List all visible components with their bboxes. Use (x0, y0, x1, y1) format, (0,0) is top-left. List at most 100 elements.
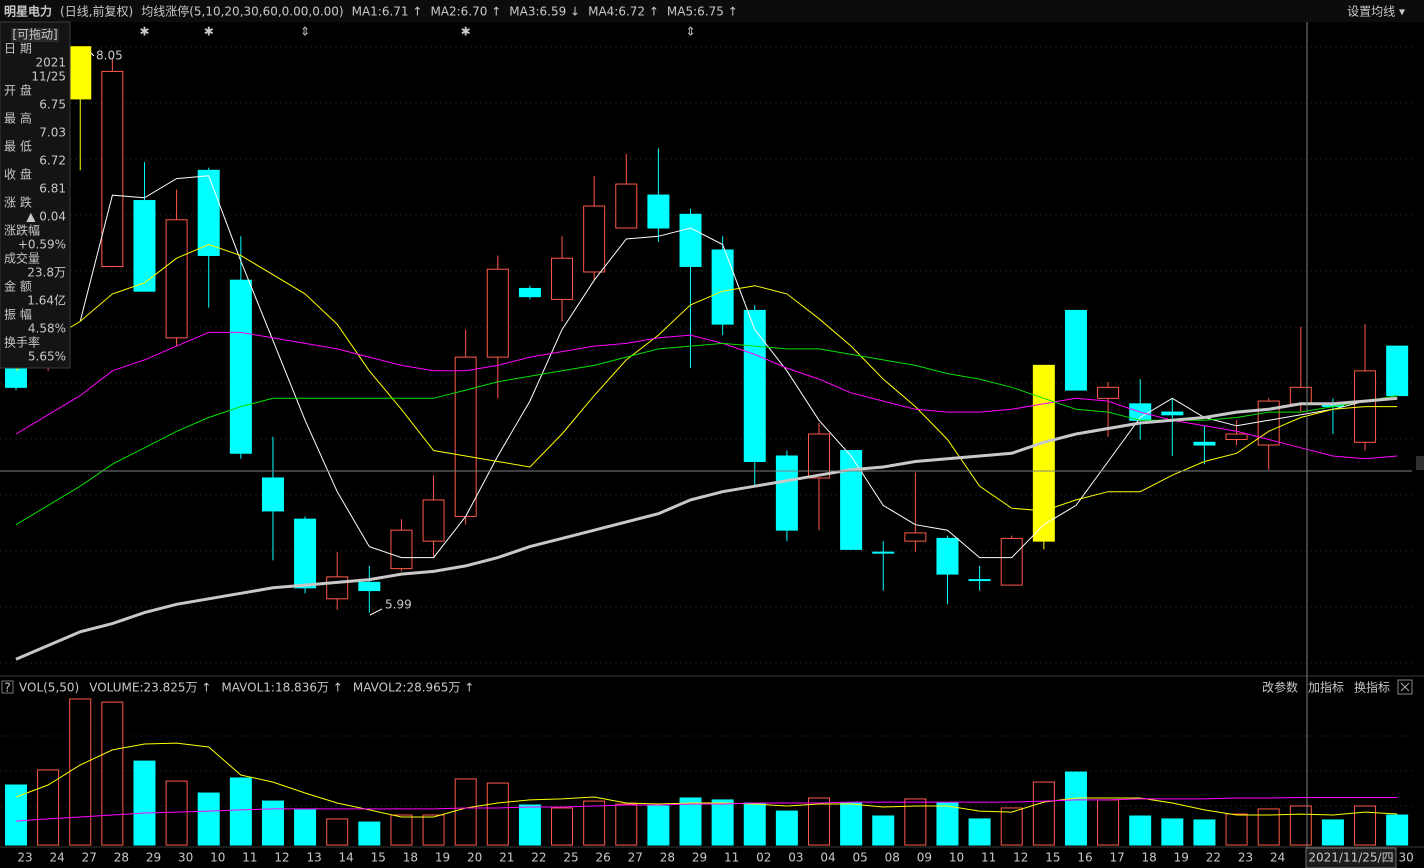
volume-bar (1193, 819, 1216, 846)
x-tick-label: 11 (981, 851, 996, 865)
toolbar-button[interactable]: 换指标 (1354, 680, 1390, 695)
x-tick-label: 10 (949, 851, 964, 865)
close-icon[interactable] (1400, 682, 1410, 692)
info-value: 6.72 (39, 154, 66, 168)
candle-body (486, 268, 509, 358)
x-tick-label: 28 (114, 851, 129, 865)
volume-bar (583, 800, 606, 846)
ma-line (15, 797, 1398, 822)
crosshair-date-box (1305, 847, 1397, 868)
candle-body (358, 581, 381, 592)
candle-body (647, 194, 670, 229)
volume-bar (808, 797, 830, 846)
x-tick-label: 13 (306, 851, 321, 865)
x-tick-label: 16 (1077, 851, 1092, 865)
x-tick-label: 12 (1013, 851, 1028, 865)
toolbar-button[interactable]: 加指标 (1308, 680, 1344, 695)
x-tick-label: 24 (1270, 851, 1285, 865)
volume-bar (1097, 799, 1120, 846)
volume-bar (1289, 805, 1312, 846)
header-bar (0, 0, 1424, 22)
legend-entry: MAVOL2:28.965万 ↑ (353, 681, 474, 695)
volume-bar (872, 815, 895, 846)
x-tick-label: 03 (788, 851, 803, 865)
candle-body (872, 551, 895, 554)
ma-line (15, 396, 1398, 661)
info-value: 23.8万 (27, 266, 66, 280)
candle-body (904, 532, 927, 542)
volume-bar (69, 698, 92, 846)
x-tick-label: 19 (1174, 851, 1189, 865)
stock-name: 明星电力 (4, 4, 52, 19)
high-pointer (89, 51, 95, 57)
x-tick-label: 18 (403, 851, 418, 865)
info-label: 日 期 (4, 42, 32, 56)
volume-bar (1225, 813, 1248, 846)
event-mark: ✱ (461, 25, 471, 39)
volume-bar (1000, 807, 1023, 846)
info-label: 成交量 (4, 251, 40, 266)
legend-entry: MA5:6.75 ↑ (667, 5, 738, 19)
candle-body (775, 455, 798, 531)
x-tick-label: 23 (1238, 851, 1253, 865)
high-label: 8.05 (96, 49, 123, 63)
volume-title: VOL(5,50) (19, 681, 79, 695)
info-value: ▲ 0.04 (26, 210, 66, 224)
drag-label: [可拖动] (12, 28, 57, 42)
candle-body (1161, 411, 1184, 416)
legend-entry: MA2:6.70 ↑ (430, 5, 501, 19)
ma-setting: 均线涨停(5,10,20,30,60,0.00,0.00) (141, 4, 343, 19)
x-tick-label: 21 (499, 851, 514, 865)
close-box[interactable] (1397, 679, 1413, 695)
x-tick-label: 18 (1142, 851, 1157, 865)
volume-bar (1032, 781, 1055, 846)
info-value: 7.03 (39, 126, 66, 140)
info-value: 6.75 (39, 98, 66, 112)
info-value: 1.64亿 (27, 293, 66, 308)
volume-bar (261, 800, 284, 846)
volume-bar (904, 798, 927, 846)
x-tick-label: 26 (596, 851, 611, 865)
candle-body (1000, 537, 1023, 586)
low-pointer (369, 608, 383, 616)
candle-body (1193, 441, 1216, 446)
volume-bar (711, 799, 734, 846)
candle-body (936, 537, 959, 575)
x-tick-label: 17 (1109, 851, 1124, 865)
help-icon[interactable]: ? (4, 681, 10, 695)
ma-line (79, 175, 1398, 559)
legend-entry: MA3:6.59 ↓ (509, 5, 580, 19)
volume-bar (358, 821, 381, 846)
info-label: 最 低 (4, 140, 32, 154)
legend-entry: MA1:6.71 ↑ (352, 5, 423, 19)
x-tick-label: 09 (917, 851, 932, 865)
info-label: 收 盘 (4, 167, 32, 182)
x-tick-label: 27 (82, 851, 97, 865)
volume-bar (518, 804, 541, 846)
volume-bar (101, 701, 124, 846)
settings-button[interactable]: 设置均线 ▾ (1347, 5, 1405, 19)
help-box[interactable] (1, 680, 14, 694)
crosshair-date: 2021/11/25/四 (1308, 851, 1393, 865)
legend-entry: MA4:6.72 ↑ (588, 5, 659, 19)
volume-bar (165, 780, 188, 846)
candle-body (69, 46, 92, 100)
drag-handle (11, 28, 59, 42)
candle-body (808, 433, 830, 479)
toolbar-button[interactable]: 改参数 (1262, 680, 1298, 695)
candle-body (1225, 433, 1248, 441)
x-tick-label: 11 (242, 851, 257, 865)
x-tick-label: 22 (1206, 851, 1221, 865)
x-tick-label: 30 (1399, 851, 1414, 865)
x-tick-label: 04 (820, 851, 835, 865)
legend-entry: MAVOL1:18.836万 ↑ (221, 681, 342, 695)
candle-body (1064, 309, 1087, 391)
volume-bar (422, 814, 445, 846)
scroll-handle[interactable] (1416, 456, 1424, 470)
info-label: 开 盘 (4, 83, 32, 98)
candle-body (1289, 386, 1312, 405)
volume-bar (968, 818, 991, 846)
